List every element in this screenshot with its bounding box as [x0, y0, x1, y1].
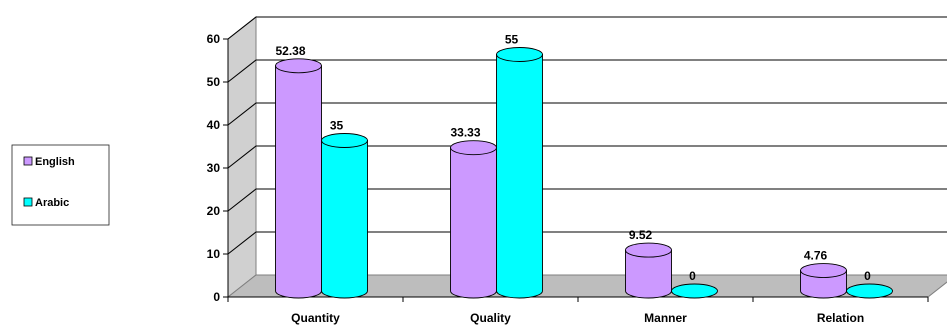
x-tick-label: Quality — [470, 311, 511, 325]
data-label: 0 — [689, 269, 696, 283]
bar-body — [321, 140, 368, 299]
legend-swatch-english — [23, 156, 33, 166]
bar — [496, 47, 543, 299]
bar — [846, 283, 893, 299]
bar — [321, 133, 368, 299]
y-axis: 0 10 20 30 40 50 60 — [207, 32, 229, 304]
data-label: 35 — [330, 119, 344, 133]
gridline — [227, 231, 947, 255]
legend: English Arabic — [11, 144, 110, 226]
bar-cap — [625, 242, 672, 258]
bar-cap — [496, 47, 543, 62]
legend-label-english: English — [35, 156, 75, 168]
legend-label-arabic: Arabic — [35, 197, 69, 209]
y-tick-label: 30 — [207, 161, 221, 175]
bar-body — [625, 249, 672, 299]
bar-cap — [846, 283, 893, 299]
y-tick-label: 10 — [207, 247, 221, 261]
bar-body — [450, 147, 497, 299]
data-label: 55 — [505, 33, 519, 47]
bars — [275, 47, 893, 299]
gridline — [227, 102, 947, 126]
bar — [625, 242, 672, 299]
data-label: 9.52 — [629, 228, 653, 242]
data-labels: 52.38 33.33 9.52 4.76 35 55 0 0 — [275, 33, 871, 284]
y-tick-label: 60 — [207, 32, 221, 46]
bar-body — [496, 54, 543, 299]
bar-cap — [450, 140, 497, 156]
y-tick-label: 20 — [207, 204, 221, 218]
gridline — [227, 59, 947, 83]
gridlines — [227, 16, 947, 255]
y-tick-label: 50 — [207, 75, 221, 89]
data-label: 52.38 — [275, 44, 305, 58]
bar — [800, 263, 847, 299]
gridline — [227, 188, 947, 212]
bar-body — [275, 65, 322, 299]
x-axis: Quantity Quality Manner Relation — [227, 296, 929, 325]
gridline — [227, 145, 947, 169]
bar — [275, 58, 322, 299]
bar-body — [800, 270, 847, 299]
legend-swatch-arabic — [23, 197, 33, 207]
y-tick-label: 40 — [207, 118, 221, 132]
data-label: 33.33 — [450, 126, 480, 140]
x-tick-label: Manner — [644, 311, 687, 325]
bar — [671, 283, 718, 299]
bar — [450, 140, 497, 299]
bar-cap — [671, 283, 718, 299]
bar-cap — [321, 133, 368, 148]
bar-cap — [275, 58, 322, 74]
x-tick-label: Quantity — [291, 311, 340, 325]
bar-cap — [800, 263, 847, 278]
data-label: 4.76 — [804, 249, 828, 263]
x-tick-label: Relation — [817, 311, 864, 325]
data-label: 0 — [864, 269, 871, 283]
gridline — [227, 16, 947, 40]
y-tick-label: 0 — [213, 290, 220, 304]
